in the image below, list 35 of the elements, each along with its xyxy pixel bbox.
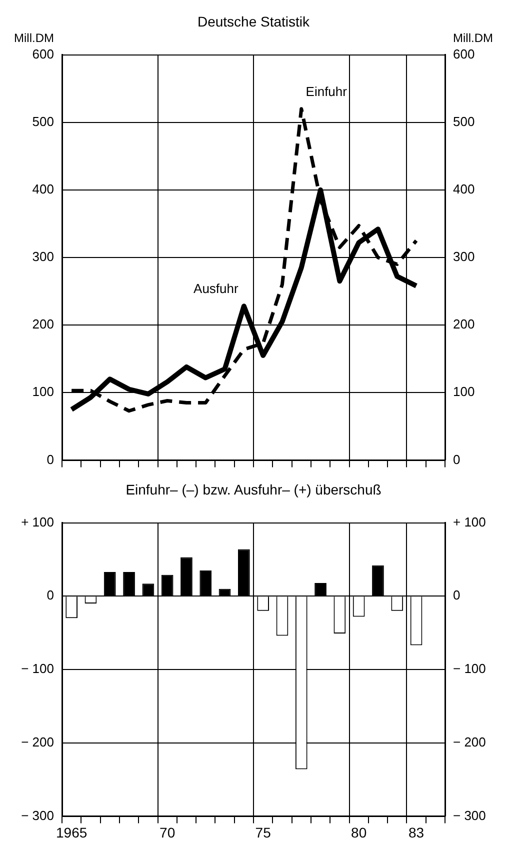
y2-tick-label: 400 bbox=[453, 182, 475, 197]
x-tick-label: 83 bbox=[408, 824, 424, 840]
x-tick-label: 80 bbox=[351, 824, 367, 840]
y2-axis-title: Mill.DM bbox=[453, 31, 493, 46]
y2-tick-label: 0 bbox=[453, 588, 460, 603]
y2-tick-label: 600 bbox=[453, 46, 475, 62]
y2-tick-label: 0 bbox=[453, 452, 460, 467]
y2-tick-label: − 200 bbox=[453, 734, 486, 750]
y2-tick-label: + 100 bbox=[453, 514, 486, 530]
y2-tick-label: 200 bbox=[453, 316, 475, 332]
series-label: Ausfuhr bbox=[194, 281, 239, 296]
y-tick-label: − 300 bbox=[21, 808, 54, 823]
y2-tick-label: 500 bbox=[453, 114, 475, 129]
y-tick-label: 300 bbox=[32, 249, 54, 264]
y2-tick-label: − 300 bbox=[453, 808, 486, 823]
y2-tick-label: − 100 bbox=[453, 661, 486, 676]
y-tick-label: 100 bbox=[32, 384, 54, 400]
series-label: Einfuhr bbox=[306, 84, 348, 99]
x-tick-label: 70 bbox=[160, 824, 176, 840]
y-tick-label: 400 bbox=[32, 182, 54, 197]
y-tick-label: + 100 bbox=[21, 514, 54, 530]
y-tick-label: 500 bbox=[32, 114, 54, 129]
y-tick-label: − 100 bbox=[21, 661, 54, 676]
y2-tick-label: 300 bbox=[453, 249, 475, 264]
x-tick-label: 1965 bbox=[56, 824, 88, 840]
y-tick-label: 200 bbox=[32, 316, 54, 332]
y2-tick-label: 100 bbox=[453, 384, 475, 400]
y-tick-label: 0 bbox=[46, 452, 54, 467]
y-tick-label: 0 bbox=[46, 588, 54, 603]
chart-title: Deutsche Statistik bbox=[197, 13, 311, 30]
y-tick-label: 600 bbox=[32, 46, 54, 62]
x-tick-label: 75 bbox=[255, 824, 272, 840]
chart-title: Einfuhr– (–) bzw. Ausfuhr– (+) überschuß bbox=[126, 481, 382, 498]
y-tick-label: − 200 bbox=[21, 734, 54, 750]
y-axis-title: Mill.DM bbox=[14, 31, 54, 46]
